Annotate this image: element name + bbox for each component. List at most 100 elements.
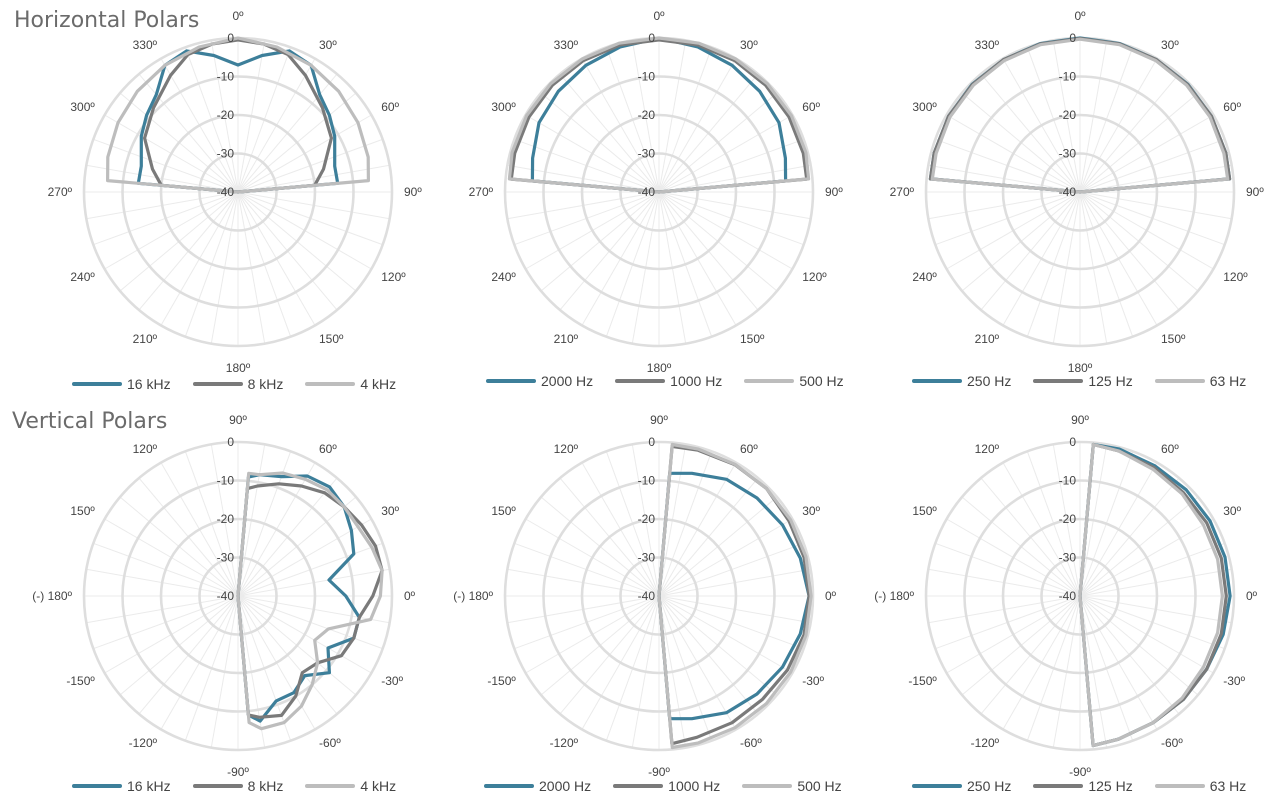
ring-label: 0 xyxy=(227,31,234,45)
legend-label: 500 Hz xyxy=(797,778,842,794)
legend-item[interactable]: 16 kHz xyxy=(72,376,171,392)
legend-vertical-high: 16 kHz 8 kHz 4 kHz xyxy=(72,778,418,794)
ring-label: -20 xyxy=(1059,108,1077,122)
legend-swatch xyxy=(305,784,356,788)
grid-ring xyxy=(1040,556,1120,636)
angle-label: -90º xyxy=(227,765,249,779)
legend-item[interactable]: 4 kHz xyxy=(305,376,396,392)
polar-chart-vertical-mid: 0 -10 -20 -30 -40 0º 30º 60º 90º 120º 150º (-) 180º… xyxy=(453,413,836,779)
angle-label: (-) 180º xyxy=(32,589,72,603)
series-trace-2 xyxy=(1078,442,1228,748)
angle-label: 180º xyxy=(647,361,672,375)
legend-item[interactable]: 63 Hz xyxy=(1154,373,1247,389)
legend-item[interactable]: 250 Hz xyxy=(912,373,1011,389)
legend-item[interactable]: 4 kHz xyxy=(305,778,396,794)
angle-label: 180º xyxy=(1068,361,1093,375)
angle-label: 270º xyxy=(469,185,494,199)
angle-label: 150º xyxy=(70,504,95,518)
legend-item[interactable]: 1000 Hz xyxy=(615,373,722,389)
angle-label: 270º xyxy=(890,185,915,199)
legend-item[interactable]: 16 kHz xyxy=(72,778,171,794)
legend-swatch xyxy=(744,379,795,383)
grid-ring xyxy=(159,113,317,271)
polar-chart-vertical-low: 0 -10 -20 -30 -40 0º 30º 60º 90º 120º 150º (-) 180º… xyxy=(874,413,1257,779)
legend-item[interactable]: 8 kHz xyxy=(192,778,283,794)
legend-item[interactable]: 2000 Hz xyxy=(484,778,591,794)
ring-label: -10 xyxy=(638,474,656,488)
legend-swatch xyxy=(305,382,356,386)
legend-item[interactable]: 8 kHz xyxy=(192,376,283,392)
angle-label: -60º xyxy=(319,736,341,750)
angle-label: 90º xyxy=(825,185,843,199)
series-trace-3 xyxy=(930,37,1230,194)
series-trace-3 xyxy=(507,36,811,194)
legend-item[interactable]: 125 Hz xyxy=(1033,778,1133,794)
grid-ring xyxy=(198,152,278,232)
angle-label: 300º xyxy=(491,100,516,114)
legend-item[interactable]: 250 Hz xyxy=(912,778,1011,794)
series-trace-1 xyxy=(1078,442,1232,748)
legend-item[interactable]: 125 Hz xyxy=(1033,373,1133,389)
legend-vertical-low: 250 Hz 125 Hz 63 Hz xyxy=(912,778,1268,794)
angle-label: 150º xyxy=(740,332,765,346)
angle-label: 210º xyxy=(554,332,579,346)
angle-label: 0º xyxy=(1074,9,1086,23)
ring-label: 0 xyxy=(648,435,655,449)
angle-label: 0º xyxy=(1246,589,1258,603)
grid-ring xyxy=(580,517,738,675)
angle-label: 120º xyxy=(381,270,406,284)
grid-ring xyxy=(542,479,776,713)
legend-item[interactable]: 500 Hz xyxy=(742,778,842,794)
grid-ring xyxy=(963,75,1197,309)
angle-label: 240º xyxy=(491,270,516,284)
ring-label: -20 xyxy=(217,108,235,122)
angle-label: 30º xyxy=(1161,38,1179,52)
angle-label: 30º xyxy=(381,504,399,518)
series-trace-3 xyxy=(1078,442,1224,748)
legend-horizontal-low: 250 Hz 125 Hz 63 Hz xyxy=(912,373,1268,389)
angle-label: (-) 180º xyxy=(874,589,914,603)
grid-ring xyxy=(1001,517,1159,675)
legend-swatch xyxy=(192,784,243,788)
legend-swatch xyxy=(484,784,534,788)
angle-label: 90º xyxy=(229,413,247,427)
angle-label: 330º xyxy=(133,38,158,52)
legend-item[interactable]: 500 Hz xyxy=(744,373,844,389)
vertical-polars-title: Vertical Polars xyxy=(12,409,168,434)
legend-item[interactable]: 63 Hz xyxy=(1154,778,1247,794)
polar-chart-vertical-high: 0 -10 -20 -30 -40 0º 30º 60º 90º 120º 150º (-) 180º… xyxy=(32,413,415,779)
polar-chart-horizontal-high: 0 -10 -20 -30 -40 0º 30º 60º 90º 120º 150º 180º 210º… xyxy=(48,9,423,375)
angle-label: 90º xyxy=(1246,185,1264,199)
ring-label: -40 xyxy=(1059,185,1077,199)
angle-label: -120º xyxy=(550,736,579,750)
legend-label: 63 Hz xyxy=(1209,778,1247,794)
angle-label: 0º xyxy=(404,589,416,603)
ring-label: 0 xyxy=(1069,435,1076,449)
angle-label: 60º xyxy=(1223,100,1241,114)
legend-swatch xyxy=(1033,379,1084,383)
ring-label: -10 xyxy=(638,70,656,84)
legend-label: 63 Hz xyxy=(1209,373,1247,389)
polar-chart-horizontal-low: 0 -10 -20 -30 -40 0º 30º 60º 90º 120º 150º 180º 210º… xyxy=(890,9,1265,375)
ring-label: -30 xyxy=(638,551,656,565)
angle-label: -150º xyxy=(66,674,95,688)
angle-label: 90º xyxy=(650,413,668,427)
angle-label: 240º xyxy=(70,270,95,284)
ring-label: -10 xyxy=(1059,70,1077,84)
legend-item[interactable]: 1000 Hz xyxy=(613,778,720,794)
angle-label: 60º xyxy=(381,100,399,114)
legend-item[interactable]: 2000 Hz xyxy=(486,373,593,389)
ring-label: -40 xyxy=(217,185,235,199)
grid-ring xyxy=(198,556,278,636)
angle-label: 120º xyxy=(554,442,579,456)
legend-swatch xyxy=(1154,379,1205,383)
angle-label: 0º xyxy=(653,9,665,23)
grid-ring xyxy=(924,440,1236,752)
angle-label: 60º xyxy=(319,442,337,456)
legend-label: 250 Hz xyxy=(967,373,1012,389)
legend-label: 16 kHz xyxy=(127,376,171,392)
angle-label: 60º xyxy=(1161,442,1179,456)
legend-swatch xyxy=(615,379,666,383)
legend-label: 1000 Hz xyxy=(670,373,723,389)
angle-label: -30º xyxy=(1223,674,1245,688)
